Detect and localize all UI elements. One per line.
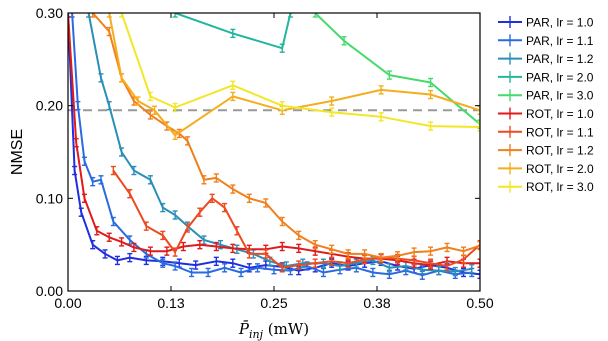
legend-label: PAR, lr = 1.1 (526, 34, 594, 48)
series-group (86, 13, 475, 277)
legend-item: PAR, lr = 1.0 (498, 16, 594, 30)
legend-item: PAR, lr = 1.1 (498, 34, 594, 48)
series-group (312, 13, 480, 129)
series-group (119, 13, 480, 132)
legend-item: ROT, lr = 2.0 (498, 162, 594, 176)
x-tick-label: 0.38 (363, 295, 390, 311)
legend-item: ROT, lr = 1.2 (498, 144, 594, 158)
legend-label: ROT, lr = 1.0 (526, 107, 594, 121)
plot-frame (67, 12, 481, 292)
x-tick-label: 0.00 (54, 295, 81, 311)
series-group (172, 13, 293, 53)
x-tick-label: 0.50 (466, 295, 493, 311)
legend-label: PAR, lr = 1.2 (526, 52, 594, 66)
x-axis-label-base: P̄ (238, 320, 250, 338)
legend-label: ROT, lr = 3.0 (526, 180, 594, 194)
legend-item: PAR, lr = 3.0 (498, 89, 594, 103)
x-axis-label: P̄inj (mW) (238, 320, 309, 341)
x-tick-label: 0.25 (260, 295, 287, 311)
legend-item: ROT, lr = 1.1 (498, 125, 594, 139)
legend-label: PAR, lr = 1.0 (526, 16, 594, 30)
y-tick-label: 0.20 (36, 98, 63, 114)
legend-label: PAR, lr = 2.0 (526, 70, 594, 84)
y-tick-label: 0.30 (36, 5, 63, 21)
series-group (110, 165, 480, 273)
series-group (90, 13, 480, 263)
series-line (174, 13, 292, 50)
y-axis: 0.00 0.10 0.20 0.30 (36, 5, 480, 299)
legend-label: ROT, lr = 1.2 (526, 144, 594, 158)
x-tick-label: 0.13 (157, 295, 184, 311)
legend-item: PAR, lr = 1.2 (498, 52, 594, 66)
series-line (112, 169, 480, 269)
legend-item: ROT, lr = 1.0 (498, 107, 594, 121)
x-axis-label-subscript: inj (249, 328, 264, 341)
series-line (87, 13, 472, 273)
legend-item: ROT, lr = 3.0 (498, 180, 594, 194)
y-tick-label: 0.00 (36, 283, 63, 299)
legend-label: ROT, lr = 1.1 (526, 125, 594, 139)
series-group (69, 13, 475, 280)
series-group (106, 13, 480, 141)
series-line (68, 13, 480, 267)
series-line (68, 13, 480, 276)
legend: PAR, lr = 1.0 PAR, lr = 1.1 PAR, lr = 1.2 P… (498, 16, 594, 194)
y-axis-label: NMSE (9, 129, 26, 175)
x-axis: 0.00 0.13 0.25 0.38 0.50 (54, 13, 494, 311)
legend-label: PAR, lr = 3.0 (526, 89, 594, 103)
series-layer (68, 13, 480, 280)
legend-item: PAR, lr = 2.0 (498, 70, 594, 84)
series-line (91, 13, 480, 259)
series-line (71, 13, 472, 277)
y-tick-label: 0.10 (36, 190, 63, 206)
series-line (108, 13, 480, 137)
legend-label: ROT, lr = 2.0 (526, 162, 594, 176)
series-line (314, 13, 480, 125)
x-axis-label-unit: (mW) (263, 320, 309, 338)
series-group (68, 13, 480, 270)
